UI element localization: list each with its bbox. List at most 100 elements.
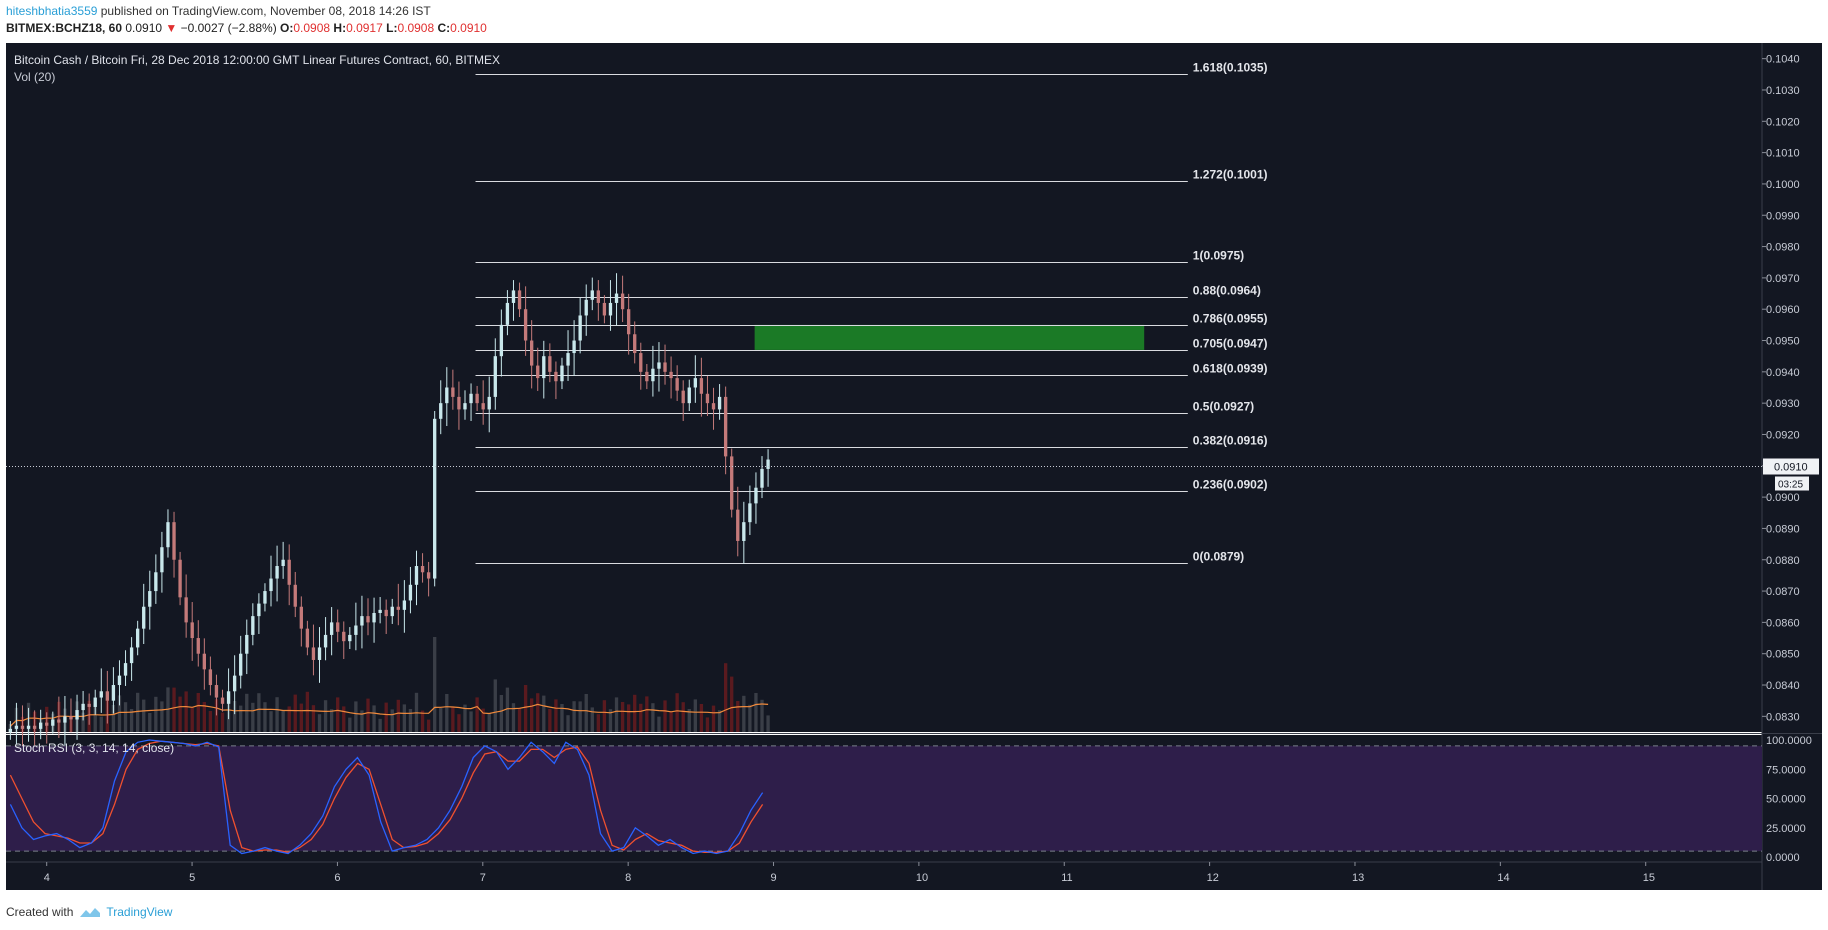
candle-body[interactable]	[457, 396, 461, 410]
candle-body[interactable]	[148, 591, 152, 607]
candle-body[interactable]	[645, 371, 649, 382]
candle-body[interactable]	[469, 393, 473, 404]
candle-body[interactable]	[487, 396, 491, 410]
candle-body[interactable]	[451, 387, 455, 397]
candle-body[interactable]	[360, 616, 364, 626]
candle-body[interactable]	[366, 616, 370, 623]
candle-body[interactable]	[190, 622, 194, 639]
candle-body[interactable]	[117, 675, 122, 686]
candle-body[interactable]	[299, 606, 303, 629]
candle-body[interactable]	[196, 638, 200, 654]
candle-body[interactable]	[166, 522, 170, 548]
candle-body[interactable]	[57, 719, 61, 723]
candle-body[interactable]	[123, 663, 128, 676]
candle-body[interactable]	[657, 362, 661, 369]
candle-body[interactable]	[287, 559, 291, 585]
candle-body[interactable]	[99, 691, 103, 698]
candle-body[interactable]	[20, 725, 25, 729]
candle-body[interactable]	[142, 606, 146, 629]
candle-body[interactable]	[542, 356, 546, 379]
candle-body[interactable]	[572, 340, 576, 354]
candle-body[interactable]	[220, 697, 225, 704]
candle-body[interactable]	[669, 371, 673, 379]
candles[interactable]	[8, 273, 770, 752]
tradingview-link[interactable]: TradingView	[79, 905, 172, 919]
candle-body[interactable]	[87, 703, 91, 707]
candle-body[interactable]	[232, 675, 237, 692]
candle-body[interactable]	[214, 685, 219, 698]
candle-body[interactable]	[693, 378, 697, 388]
candle-body[interactable]	[184, 597, 188, 623]
candle-body[interactable]	[626, 309, 631, 335]
candle-body[interactable]	[81, 703, 85, 711]
candle-body[interactable]	[414, 566, 419, 585]
candle-body[interactable]	[263, 591, 267, 604]
candle-body[interactable]	[336, 622, 340, 632]
candle-body[interactable]	[475, 393, 479, 404]
candle-body[interactable]	[445, 387, 449, 404]
candle-body[interactable]	[663, 362, 667, 372]
candle-body[interactable]	[566, 353, 570, 366]
candle-body[interactable]	[730, 456, 734, 510]
candle-body[interactable]	[154, 572, 158, 592]
time-axis[interactable]	[6, 862, 1762, 890]
candle-body[interactable]	[160, 547, 164, 573]
candle-body[interactable]	[675, 378, 679, 391]
candle-body[interactable]	[681, 390, 685, 404]
candle-body[interactable]	[396, 606, 400, 610]
candle-body[interactable]	[251, 616, 255, 635]
candle-body[interactable]	[505, 302, 510, 325]
candle-body[interactable]	[590, 290, 594, 300]
candle-body[interactable]	[317, 647, 322, 660]
candle-body[interactable]	[8, 728, 13, 732]
main-pane[interactable]	[6, 43, 1762, 732]
candle-body[interactable]	[281, 559, 285, 567]
candle-body[interactable]	[105, 691, 110, 701]
candle-body[interactable]	[390, 606, 394, 617]
candle-body[interactable]	[602, 302, 607, 316]
candle-body[interactable]	[329, 622, 334, 635]
candle-body[interactable]	[14, 725, 19, 729]
candle-body[interactable]	[717, 396, 722, 410]
candle-body[interactable]	[760, 468, 764, 488]
candle-body[interactable]	[384, 609, 388, 617]
candle-body[interactable]	[402, 600, 407, 610]
candle-body[interactable]	[578, 315, 582, 341]
candle-body[interactable]	[687, 387, 691, 404]
candle-body[interactable]	[596, 290, 601, 303]
candle-body[interactable]	[75, 710, 79, 720]
target-zone[interactable]	[754, 324, 1145, 350]
candle-body[interactable]	[45, 722, 49, 726]
candle-body[interactable]	[323, 634, 328, 648]
candle-body[interactable]	[348, 634, 352, 642]
candle-body[interactable]	[584, 299, 588, 316]
candle-body[interactable]	[481, 403, 485, 410]
candle-body[interactable]	[269, 578, 273, 592]
candle-body[interactable]	[705, 393, 710, 404]
candle-body[interactable]	[766, 459, 770, 469]
candle-body[interactable]	[305, 628, 310, 648]
candle-body[interactable]	[93, 697, 97, 707]
candle-body[interactable]	[293, 584, 297, 607]
candle-body[interactable]	[372, 612, 376, 623]
candle-body[interactable]	[408, 584, 413, 601]
candle-body[interactable]	[426, 572, 431, 579]
candle-body[interactable]	[245, 634, 249, 654]
candle-body[interactable]	[560, 365, 564, 382]
candle-body[interactable]	[311, 647, 316, 660]
candle-body[interactable]	[554, 371, 558, 382]
candle-body[interactable]	[51, 719, 55, 726]
candle-body[interactable]	[736, 509, 740, 541]
candle-body[interactable]	[511, 290, 516, 303]
candle-body[interactable]	[202, 653, 207, 670]
candle-body[interactable]	[63, 716, 67, 723]
candle-body[interactable]	[342, 631, 346, 642]
candle-body[interactable]	[239, 653, 243, 676]
candle-body[interactable]	[493, 356, 497, 397]
candle-body[interactable]	[711, 403, 716, 410]
candle-body[interactable]	[608, 302, 613, 316]
candle-body[interactable]	[529, 340, 534, 366]
candle-body[interactable]	[463, 403, 467, 410]
candle-body[interactable]	[723, 396, 728, 457]
